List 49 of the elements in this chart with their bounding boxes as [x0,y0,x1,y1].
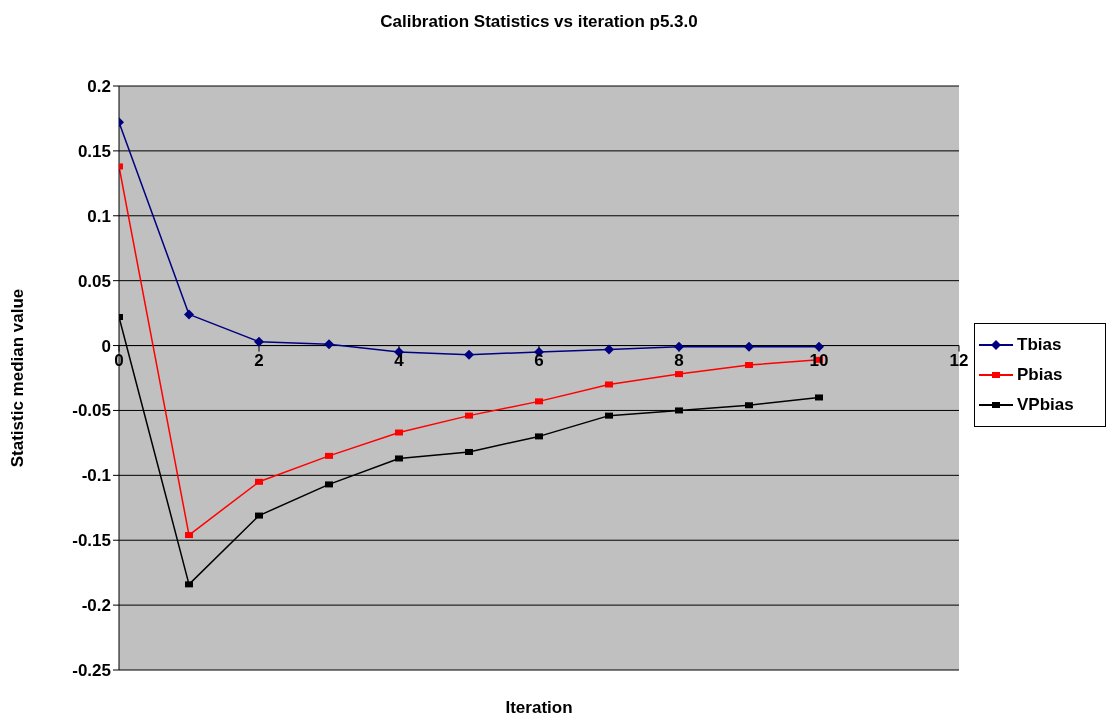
point [184,309,194,320]
point [465,448,473,455]
point [255,478,263,485]
y-tick-label: -0.05 [72,401,111,421]
point [535,433,543,440]
point [325,452,333,459]
legend-label: Tbias [1017,335,1062,355]
y-tick-label: 0.05 [77,271,111,291]
y-tick-label: 0 [101,336,111,356]
point [605,381,613,388]
point [674,341,684,352]
y-tick-label: -0.25 [72,661,111,681]
y-tick-label: -0.15 [72,531,111,551]
x-axis-title: Iteration [504,698,574,718]
point [745,402,753,409]
chart-title: Calibration Statistics vs iteration p5.3.0 [379,12,699,32]
point [744,341,754,352]
y-tick-label: 0.1 [87,206,111,226]
point [395,455,403,462]
x-tick-label: 4 [394,350,405,370]
y-tick-label: -0.1 [81,466,111,486]
point [324,339,334,350]
point [535,398,543,405]
y-axis-title: Statistic median value [8,288,28,468]
point [255,512,263,519]
point [675,407,683,414]
x-tick-label: 0 [114,350,124,370]
point [465,412,473,419]
y-tick-label: 0.2 [87,77,111,97]
x-tick-label: 6 [534,350,544,370]
x-tick-label: 8 [674,350,684,370]
point [815,394,823,401]
legend-label: VPbias [1017,395,1074,415]
point [464,349,474,360]
point [185,532,193,539]
point [814,341,824,352]
legend-label: Pbias [1017,365,1063,385]
point [395,429,403,436]
point [325,481,333,488]
point [604,344,614,355]
y-tick-label: 0.15 [77,141,111,161]
point [185,581,193,588]
point [605,412,613,419]
point [675,371,683,378]
x-tick-label: 2 [254,350,264,370]
y-tick-label: -0.2 [81,596,111,616]
point [254,336,264,347]
point [745,362,753,369]
x-tick-label: 12 [949,350,969,370]
